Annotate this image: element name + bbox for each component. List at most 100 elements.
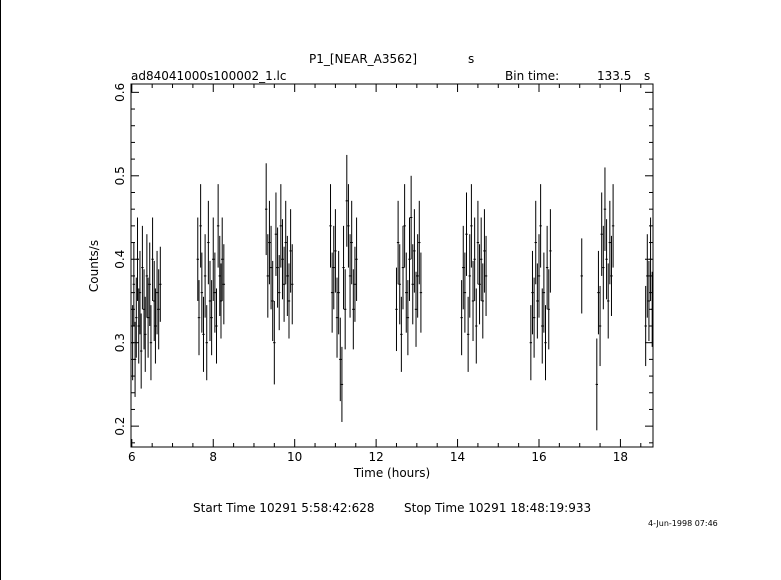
data-point bbox=[269, 225, 273, 310]
y-tick-label: 0.4 bbox=[113, 250, 127, 269]
data-point bbox=[347, 184, 350, 268]
data-point bbox=[598, 285, 602, 367]
data-point bbox=[411, 244, 414, 325]
data-point bbox=[340, 346, 344, 422]
data-point bbox=[536, 263, 539, 339]
data-point bbox=[133, 321, 137, 397]
data-point bbox=[132, 242, 136, 326]
data-point bbox=[403, 184, 406, 268]
data-point bbox=[145, 234, 149, 318]
data-point bbox=[541, 288, 544, 364]
data-point bbox=[483, 209, 486, 293]
data-point bbox=[607, 263, 610, 339]
data-point bbox=[484, 235, 488, 316]
data-point bbox=[196, 217, 199, 301]
data-point bbox=[398, 244, 401, 325]
y-tick-label: 0.2 bbox=[113, 417, 127, 436]
data-point bbox=[148, 242, 151, 326]
data-point bbox=[650, 271, 654, 347]
data-point bbox=[345, 154, 349, 247]
data-point bbox=[282, 246, 286, 322]
data-point bbox=[212, 217, 215, 301]
data-point bbox=[600, 192, 603, 276]
chart-title-unit: s bbox=[468, 52, 475, 66]
axis-ticks bbox=[131, 84, 653, 447]
data-point bbox=[271, 260, 274, 342]
data-point bbox=[649, 217, 652, 301]
data-point bbox=[580, 238, 583, 314]
data-point bbox=[544, 305, 547, 381]
data-point bbox=[476, 200, 480, 285]
data-point bbox=[355, 217, 358, 301]
data-point bbox=[597, 250, 600, 335]
data-point bbox=[409, 175, 413, 260]
bin-time-label: Bin time: bbox=[505, 69, 560, 83]
data-point bbox=[481, 263, 485, 339]
data-point bbox=[278, 255, 281, 331]
data-point bbox=[216, 184, 220, 268]
data-point bbox=[408, 217, 411, 301]
data-point bbox=[287, 263, 291, 339]
data-point bbox=[534, 200, 537, 285]
data-point bbox=[475, 288, 478, 364]
x-tick-labels: 6 8 10 12 14 16 18 bbox=[128, 450, 628, 464]
data-point bbox=[264, 163, 268, 256]
file-name: ad84041000s100002_1.lc bbox=[131, 69, 287, 83]
data-point bbox=[479, 217, 483, 301]
data-point bbox=[281, 219, 284, 300]
data-point bbox=[279, 184, 283, 268]
data-point bbox=[155, 250, 159, 335]
data-point bbox=[330, 252, 334, 333]
data-point bbox=[460, 280, 463, 356]
data-point bbox=[202, 296, 205, 372]
data-point bbox=[532, 277, 536, 358]
data-point bbox=[608, 200, 612, 285]
data-point bbox=[419, 252, 423, 333]
data-point bbox=[478, 244, 481, 325]
data-point bbox=[414, 271, 418, 347]
data-point bbox=[644, 285, 647, 367]
data-point bbox=[334, 209, 337, 293]
data-point bbox=[146, 277, 150, 358]
data-point bbox=[339, 317, 342, 402]
data-point bbox=[203, 234, 207, 318]
data-point bbox=[205, 305, 208, 381]
data-point bbox=[549, 209, 552, 293]
data-point bbox=[210, 280, 213, 356]
data-point bbox=[274, 192, 278, 276]
data-point bbox=[396, 200, 400, 285]
data-point bbox=[531, 250, 534, 335]
data-point bbox=[332, 225, 335, 310]
data-point bbox=[135, 277, 138, 358]
data-point bbox=[291, 244, 294, 325]
data-point bbox=[647, 260, 651, 342]
data-point bbox=[405, 252, 408, 333]
data-point bbox=[595, 338, 599, 431]
data-point bbox=[602, 225, 605, 310]
data-point bbox=[465, 192, 468, 276]
data-point bbox=[348, 234, 352, 318]
chart-title: P1_[NEAR_A3562] bbox=[309, 52, 418, 66]
data-point bbox=[207, 200, 210, 285]
data-point bbox=[144, 296, 147, 372]
data-point bbox=[215, 288, 218, 364]
x-tick-label: 18 bbox=[613, 450, 628, 464]
data-point bbox=[352, 269, 355, 350]
data-point bbox=[406, 280, 410, 356]
x-tick-label: 16 bbox=[531, 450, 546, 464]
data-point bbox=[539, 184, 542, 268]
x-tick-label: 14 bbox=[450, 450, 465, 464]
data-point bbox=[401, 225, 405, 310]
bin-time-value: 133.5 bbox=[597, 69, 632, 83]
data-point bbox=[335, 277, 339, 358]
data-point bbox=[337, 250, 340, 335]
y-tick-label: 0.5 bbox=[113, 166, 127, 185]
data-point bbox=[547, 269, 550, 350]
data-point bbox=[605, 219, 608, 300]
data-point bbox=[222, 244, 226, 325]
data-point bbox=[470, 184, 473, 268]
y-tick-labels: 0.2 0.3 0.4 0.5 0.6 bbox=[113, 83, 127, 436]
data-point bbox=[466, 296, 470, 372]
data-point bbox=[646, 234, 649, 318]
